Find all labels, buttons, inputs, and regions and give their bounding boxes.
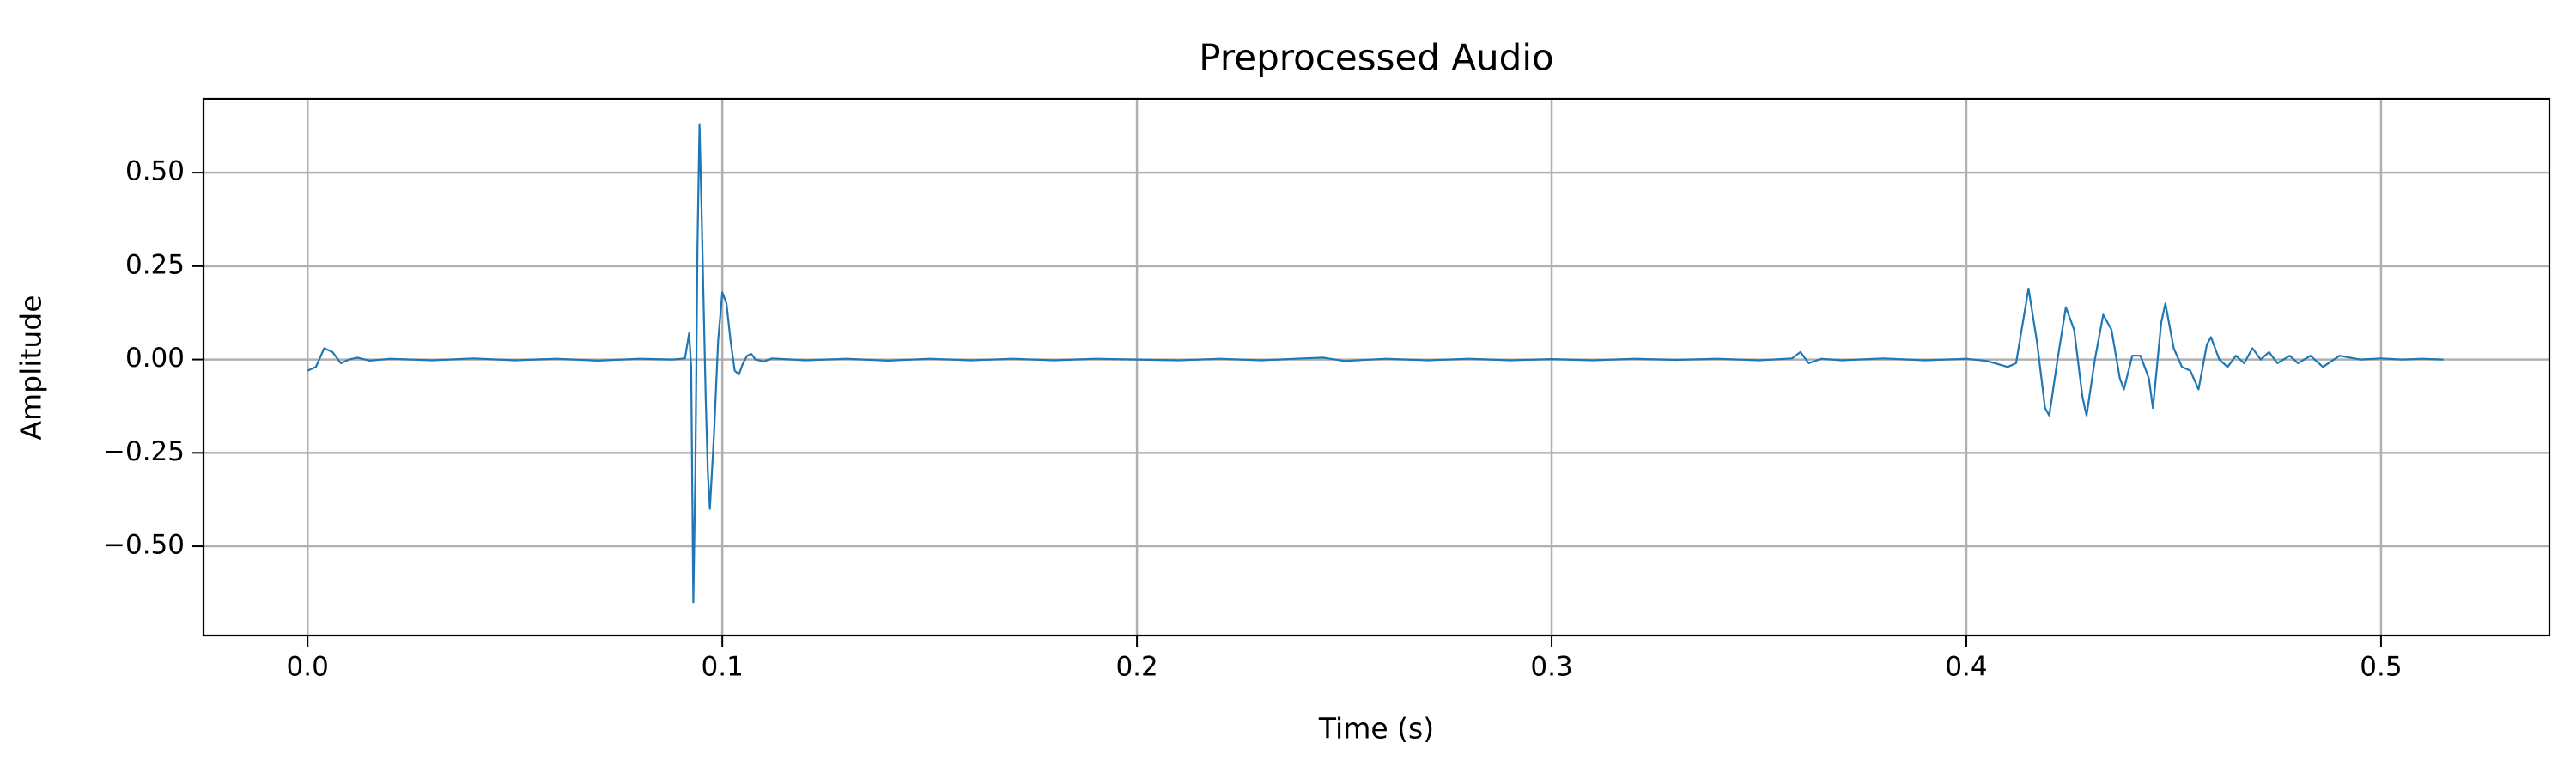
x-tick-label: 0.1 [702,652,744,683]
y-tick-label: 0.50 [125,156,185,187]
x-tick-label: 0.4 [1945,652,1987,683]
waveform-line [307,123,2444,604]
x-tick-label: 0.0 [287,652,329,683]
x-axis-label: Time (s) [1318,712,1434,746]
chart-title: Preprocessed Audio [1199,37,1553,79]
y-tick-label: −0.50 [103,530,185,561]
y-tick-label: 0.00 [125,343,185,374]
plot-frame [202,97,2551,637]
y-tick-label: −0.25 [103,436,185,467]
x-tick-label: 0.3 [1530,652,1572,683]
y-axis-label: Amplitude [15,295,48,440]
x-tick-label: 0.5 [2360,652,2402,683]
x-tick-label: 0.2 [1115,652,1157,683]
y-tick-label: 0.25 [125,249,185,280]
